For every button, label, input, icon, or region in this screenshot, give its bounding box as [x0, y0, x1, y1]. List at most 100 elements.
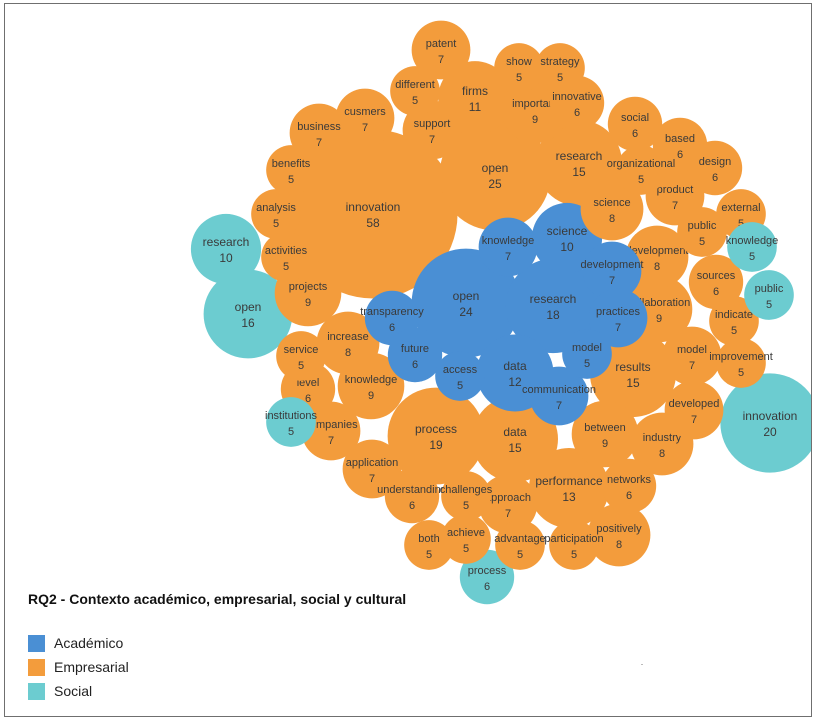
- bubble-model-empresarial: model 7: [662, 326, 722, 386]
- bubble-advantage-empresarial-value: 5: [517, 549, 523, 561]
- bubble-process-social-circle: [459, 549, 515, 605]
- bubble-future-acad-mico-word: future: [401, 343, 429, 355]
- bubble-data-empresarial-circle: [472, 396, 558, 482]
- bubble-approach-empresarial-circle: [478, 474, 538, 534]
- bubble-science-acad-mico-word: science: [547, 224, 588, 238]
- bubble-open-acad-mico-word: open: [453, 289, 480, 303]
- bubble-companies-empresarial: companies 7: [301, 401, 361, 461]
- bubble-challenges-empresarial: challenges 5: [440, 471, 493, 521]
- bubble-support-empresarial-value: 7: [429, 134, 435, 146]
- bubble-analysis-empresarial: analysis 5: [251, 189, 301, 239]
- bubble-service-empresarial-value: 5: [298, 360, 304, 372]
- bubble-future-acad-mico-value: 6: [412, 359, 418, 371]
- bubble-improvement-empresarial-word: improvement: [709, 351, 773, 363]
- bubble-data-empresarial-word: data: [503, 425, 527, 439]
- bubble-based-empresarial-value: 6: [677, 149, 683, 161]
- bubble-knowledge-acad-mico: knowledge 7: [478, 217, 538, 277]
- legend-label-acad-mico: Académico: [54, 635, 124, 651]
- bubble-communication-acad-mico-value: 7: [556, 400, 562, 412]
- bubble-development-acad-mico: development 7: [581, 241, 644, 301]
- bubble-science-empresarial-word: science: [593, 197, 630, 209]
- bubble-knowledge-empresarial-word: knowledge: [345, 374, 398, 386]
- bubble-positively-empresarial-circle: [587, 503, 651, 567]
- bubble-patent-empresarial-circle: [411, 20, 471, 80]
- bubble-service-empresarial-circle: [276, 331, 326, 381]
- bubble-social-empresarial-circle: [607, 96, 663, 152]
- bubble-research-social-circle: [190, 213, 262, 285]
- bubble-social-empresarial: social 6: [607, 96, 663, 152]
- bubble-collaboration-empresarial-value: 9: [656, 313, 662, 325]
- bubble-patent-empresarial: patent 7: [411, 20, 471, 80]
- bubble-research-empresarial-value: 15: [572, 165, 586, 179]
- bubble-institutions-social-circle: [266, 397, 316, 447]
- bubble-research-social: research 10: [190, 213, 262, 285]
- bubble-access-acad-mico-circle: [435, 351, 485, 401]
- bubble-service-empresarial: service 5: [276, 331, 326, 381]
- bubble-design-empresarial-word: design: [699, 156, 731, 168]
- bubble-cusmers-empresarial-circle: [335, 88, 395, 148]
- bubble-developed-empresarial-word: developed: [669, 398, 720, 410]
- bubble-open-acad-mico-circle: [411, 248, 521, 358]
- bubble-process-empresarial-circle: [387, 387, 485, 485]
- bubble-different-empresarial-value: 5: [412, 95, 418, 107]
- bubble-model-empresarial-value: 7: [689, 360, 695, 372]
- bubble-organizational-empresarial-circle: [616, 145, 666, 195]
- bubble-science-empresarial-value: 8: [609, 213, 615, 225]
- bubble-institutions-social: institutions 5: [265, 397, 317, 447]
- bubble-communication-acad-mico: communication 7: [522, 366, 596, 426]
- bubble-future-acad-mico-circle: [387, 327, 443, 383]
- bubble-product-empresarial-value: 7: [672, 200, 678, 212]
- bubble-both-empresarial: both 5: [404, 520, 454, 570]
- bubble-research-social-word: research: [203, 235, 250, 249]
- bubble-research-social-value: 10: [219, 251, 233, 265]
- bubble-activities-empresarial-word: activities: [265, 245, 308, 257]
- bubble-data-empresarial: data 15: [472, 396, 558, 482]
- bubble-model-acad-mico-word: model: [572, 342, 602, 354]
- bubble-knowledge-social-circle: [727, 222, 777, 272]
- bubble-open-social-value: 16: [241, 316, 255, 330]
- bubble-benefits-empresarial-circle: [266, 145, 316, 195]
- bubble-innovation-social-word: innovation: [743, 409, 798, 423]
- bubble-open-empresarial-circle: [439, 119, 551, 231]
- bubble-increase-empresarial-circle: [316, 311, 380, 375]
- bubble-approach-empresarial-value: 7: [505, 508, 511, 520]
- bubble-open-acad-mico-value: 24: [459, 305, 473, 319]
- bubble-innovation-social: innovation 20: [720, 373, 811, 473]
- bubble-public-empresarial: public 5: [677, 207, 727, 257]
- bubble-organizational-empresarial: organizational 5: [607, 145, 675, 195]
- bubble-strategy-empresarial-value: 5: [557, 72, 563, 84]
- bubble-design-empresarial: design 6: [687, 140, 743, 196]
- bubble-cusmers-empresarial: cusmers 7: [335, 88, 395, 148]
- bubble-public-social-circle: [744, 270, 794, 320]
- bubble-open-empresarial-value: 25: [488, 177, 502, 191]
- bubble-transparency-acad-mico-value: 6: [389, 322, 395, 334]
- bubble-public-social-value: 5: [766, 299, 772, 311]
- bubble-data-empresarial-value: 15: [508, 441, 522, 455]
- bubble-companies-empresarial-circle: [301, 401, 361, 461]
- bubble-open-empresarial: open 25: [439, 119, 551, 231]
- bubble-advantage-empresarial-circle: [495, 520, 545, 570]
- bubble-process-empresarial-word: process: [415, 422, 457, 436]
- bubble-business-empresarial-value: 7: [316, 137, 322, 149]
- bubble-sources-empresarial-value: 6: [713, 286, 719, 298]
- bubble-development-empresarial-word: development: [626, 245, 689, 257]
- stray-dot: [641, 664, 643, 665]
- bubble-research-acad-mico-word: research: [530, 292, 577, 306]
- bubble-patent-empresarial-value: 7: [438, 54, 444, 66]
- bubble-between-empresarial: between 9: [571, 400, 639, 468]
- bubble-understanding-empresarial-circle: [384, 468, 440, 524]
- bubble-industry-empresarial-word: industry: [643, 432, 682, 444]
- bubble-networks-empresarial: networks 6: [601, 458, 657, 514]
- bubble-results-empresarial-word: results: [615, 360, 650, 374]
- bubble-achieve-empresarial-value: 5: [463, 543, 469, 555]
- legend-swatch-acad-mico: [28, 634, 45, 652]
- bubble-data-acad-mico-value: 12: [508, 375, 522, 389]
- bubble-application-empresarial-value: 7: [369, 473, 375, 485]
- bubble-access-acad-mico-value: 5: [457, 380, 463, 392]
- bubble-performance-empresarial-value: 13: [562, 490, 576, 504]
- bubble-show-empresarial-value: 5: [516, 72, 522, 84]
- bubble-public-empresarial-word: public: [688, 220, 717, 232]
- legend-item-empresarial: Empresarial: [28, 656, 129, 678]
- bubble-application-empresarial-circle: [342, 439, 402, 499]
- bubble-process-social-value: 6: [484, 581, 490, 593]
